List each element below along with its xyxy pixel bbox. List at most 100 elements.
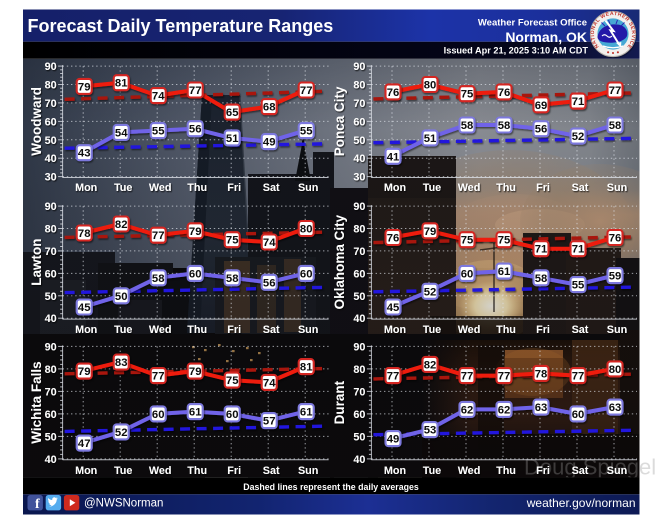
svg-text:70: 70 [353,386,365,398]
svg-text:49: 49 [263,137,276,149]
svg-text:80: 80 [353,364,365,376]
svg-text:55: 55 [572,280,585,292]
svg-text:79: 79 [189,366,202,378]
svg-text:71: 71 [572,244,585,256]
svg-text:58: 58 [498,120,511,132]
svg-text:78: 78 [535,368,548,380]
svg-text:Fri: Fri [536,182,550,194]
svg-text:30: 30 [45,172,57,184]
svg-text:Oklahoma City: Oklahoma City [332,214,347,309]
svg-text:74: 74 [152,91,165,103]
svg-text:Sat: Sat [263,182,280,194]
svg-text:Sat: Sat [263,465,280,477]
svg-text:75: 75 [498,235,511,247]
svg-text:80: 80 [424,80,437,92]
svg-text:Mon: Mon [384,182,406,194]
svg-text:80: 80 [45,80,57,92]
svg-text:40: 40 [45,454,57,466]
svg-text:Fri: Fri [227,182,241,194]
svg-text:79: 79 [189,226,202,238]
svg-text:Weather Forecast Office: Weather Forecast Office [478,18,587,29]
svg-text:90: 90 [353,341,365,353]
svg-text:58: 58 [535,273,548,285]
svg-text:50: 50 [353,291,365,303]
svg-text:55: 55 [300,126,313,138]
svg-text:80: 80 [353,224,365,236]
svg-text:Mon: Mon [384,465,406,477]
svg-text:Tue: Tue [114,465,132,477]
svg-text:weather.gov/norman: weather.gov/norman [526,496,636,510]
svg-text:81: 81 [115,78,128,90]
svg-text:90: 90 [353,61,365,73]
svg-text:Fri: Fri [227,465,241,477]
svg-text:52: 52 [424,286,437,298]
svg-text:82: 82 [424,359,437,371]
svg-text:Tue: Tue [114,182,132,194]
svg-text:82: 82 [115,219,128,231]
svg-text:49: 49 [387,434,400,446]
svg-text:77: 77 [498,371,511,383]
svg-text:Fri: Fri [227,324,241,336]
svg-text:50: 50 [115,291,128,303]
svg-text:51: 51 [424,133,437,145]
svg-text:79: 79 [78,81,91,93]
svg-text:f: f [35,497,40,512]
svg-text:30: 30 [353,172,365,184]
svg-text:83: 83 [115,357,128,369]
svg-text:77: 77 [572,371,585,383]
svg-text:45: 45 [78,302,91,314]
svg-text:55: 55 [152,126,165,138]
svg-text:80: 80 [45,364,57,376]
svg-text:Tue: Tue [114,324,132,336]
svg-text:Thu: Thu [187,324,207,336]
svg-text:Sat: Sat [572,182,589,194]
svg-text:70: 70 [45,246,57,258]
svg-text:61: 61 [300,407,313,419]
svg-text:Forecast Daily Temperature Ran: Forecast Daily Temperature Ranges [28,16,334,36]
svg-text:77: 77 [152,230,165,242]
svg-text:51: 51 [226,133,239,145]
svg-text:76: 76 [609,233,622,245]
svg-text:Wed: Wed [458,324,481,336]
svg-text:63: 63 [535,402,548,414]
svg-text:56: 56 [263,277,276,289]
svg-text:40: 40 [353,454,365,466]
svg-text:50: 50 [45,291,57,303]
svg-text:60: 60 [353,268,365,280]
svg-text:60: 60 [353,116,365,128]
svg-text:81: 81 [300,362,313,374]
svg-text:Wed: Wed [458,465,481,477]
svg-text:60: 60 [45,409,57,421]
svg-text:Dashed lines represent the dai: Dashed lines represent the daily average… [243,482,419,492]
svg-text:40: 40 [353,153,365,165]
svg-text:56: 56 [535,124,548,136]
svg-text:70: 70 [353,246,365,258]
svg-text:Fri: Fri [536,324,550,336]
svg-text:Thu: Thu [496,324,516,336]
svg-text:76: 76 [387,233,400,245]
svg-text:68: 68 [263,102,276,114]
svg-text:50: 50 [45,135,57,147]
svg-text:Sat: Sat [263,324,280,336]
svg-text:70: 70 [353,98,365,110]
svg-text:78: 78 [78,228,91,240]
svg-text:Sat: Sat [572,324,589,336]
svg-text:90: 90 [353,201,365,213]
svg-text:61: 61 [189,407,202,419]
svg-text:65: 65 [226,107,239,119]
svg-text:75: 75 [226,235,239,247]
svg-text:62: 62 [498,404,511,416]
svg-text:76: 76 [498,87,511,99]
svg-text:Sun: Sun [298,324,318,336]
svg-text:43: 43 [78,148,91,160]
svg-text:Mon: Mon [75,324,97,336]
svg-text:77: 77 [609,85,622,97]
svg-text:Wed: Wed [149,182,172,194]
svg-text:58: 58 [152,273,165,285]
svg-text:90: 90 [45,341,57,353]
svg-text:Norman, OK: Norman, OK [505,29,587,45]
svg-text:77: 77 [300,85,313,97]
svg-text:Thu: Thu [187,182,207,194]
svg-text:80: 80 [300,224,313,236]
svg-text:Wichita Falls: Wichita Falls [29,361,44,443]
